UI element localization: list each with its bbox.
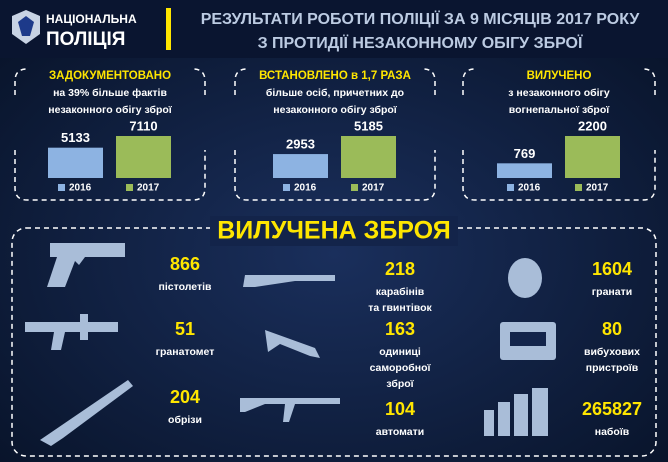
seized-value: 51 xyxy=(175,319,195,339)
seized-label: пістолетів xyxy=(158,281,212,293)
seized-value: 104 xyxy=(385,399,415,419)
legend-label: 2016 xyxy=(69,183,92,194)
legend-label: 2017 xyxy=(362,183,385,194)
value-label: 2200 xyxy=(578,118,607,133)
legend-label: 2016 xyxy=(518,183,541,194)
seized-label: автомати xyxy=(376,426,425,438)
seized-label: одиниці xyxy=(379,346,421,358)
chart-title: ЗАДОКУМЕНТОВАНО xyxy=(49,70,171,82)
legend-label: 2017 xyxy=(586,183,609,194)
header-title: З ПРОТИДІЇ НЕЗАКОННОМУ ОБІГУ ЗБРОЇ xyxy=(258,34,583,52)
seized-label: та гвинтівок xyxy=(368,302,432,314)
chart-subtitle: на 39% більше фактів xyxy=(53,87,167,99)
bar xyxy=(497,163,552,178)
bullet-icon xyxy=(514,394,528,436)
logo-trident xyxy=(18,16,34,36)
bar xyxy=(273,154,328,178)
value-label: 5133 xyxy=(61,130,90,145)
pistol-icon xyxy=(47,243,125,287)
seized-value: 218 xyxy=(385,259,415,279)
panel-frame xyxy=(462,68,656,201)
legend-swatch xyxy=(507,184,514,191)
seized-value: 265827 xyxy=(582,399,642,419)
seized-title: ВИЛУЧЕНА ЗБРОЯ xyxy=(217,217,450,245)
bullet-icon xyxy=(484,410,494,436)
legend-swatch xyxy=(126,184,133,191)
legend-swatch xyxy=(575,184,582,191)
legend-label: 2017 xyxy=(137,183,160,194)
legend-label: 2016 xyxy=(294,183,317,194)
header-separator xyxy=(166,8,171,50)
seized-label: саморобної xyxy=(370,362,432,374)
chart-subtitle: вогнепальної зброї xyxy=(509,104,610,116)
panel-frame xyxy=(14,68,206,201)
homemade-icon xyxy=(265,330,320,358)
bullet-icon xyxy=(498,402,510,436)
legend-swatch xyxy=(58,184,65,191)
value-label: 769 xyxy=(514,146,536,161)
header-title: РЕЗУЛЬТАТИ РОБОТИ ПОЛІЦІЇ ЗА 9 МІСЯЦІВ 2… xyxy=(201,10,641,28)
seized-label: обрізи xyxy=(168,414,202,426)
seized-label: пристроїв xyxy=(586,362,639,374)
bar xyxy=(116,136,171,178)
seized-label: набоїв xyxy=(595,426,630,438)
chart-subtitle: з незаконного обігу xyxy=(508,87,610,99)
grenade-icon xyxy=(508,258,542,298)
bullet-icon xyxy=(532,388,548,436)
seized-title-bg xyxy=(210,216,458,246)
bar xyxy=(565,136,620,178)
chart-subtitle: незаконного обігу зброї xyxy=(48,104,173,116)
logo-text: НАЦІОНАЛЬНА xyxy=(46,12,137,26)
panel-frame xyxy=(234,68,436,201)
seized-label: карабінів xyxy=(376,286,425,298)
seized-label: гранати xyxy=(592,286,632,298)
rifle-icon xyxy=(243,275,335,287)
seized-value: 163 xyxy=(385,319,415,339)
bar xyxy=(341,136,396,178)
grenade-launcher-icon xyxy=(25,314,118,350)
legend-swatch xyxy=(283,184,290,191)
bar xyxy=(48,147,103,178)
logo-text: ПОЛІЦІЯ xyxy=(46,29,125,50)
value-label: 7110 xyxy=(129,118,157,133)
seized-label: вибухових xyxy=(584,346,640,358)
weapon-icons xyxy=(25,243,556,446)
legend-swatch xyxy=(351,184,358,191)
seized-value: 866 xyxy=(170,254,200,274)
chart-subtitle: незаконного обігу зброї xyxy=(273,104,398,116)
seized-label: гранатомет xyxy=(156,346,215,358)
header-band xyxy=(0,0,668,58)
value-label: 2953 xyxy=(286,137,315,152)
chart-subtitle: більше осіб, причетних до xyxy=(266,87,404,99)
explosive-timer xyxy=(510,332,546,346)
sawn-off-icon xyxy=(40,380,133,446)
value-label: 5185 xyxy=(354,118,383,133)
seized-label: зброї xyxy=(386,378,414,390)
seized-value: 1604 xyxy=(592,259,632,279)
chart-title: ВИЛУЧЕНО xyxy=(527,70,592,82)
seized-value: 204 xyxy=(170,387,200,407)
rifle-ak-icon xyxy=(240,398,340,422)
seized-value: 80 xyxy=(602,319,622,339)
chart-title: ВСТАНОВЛЕНО в 1,7 РАЗА xyxy=(259,70,411,82)
